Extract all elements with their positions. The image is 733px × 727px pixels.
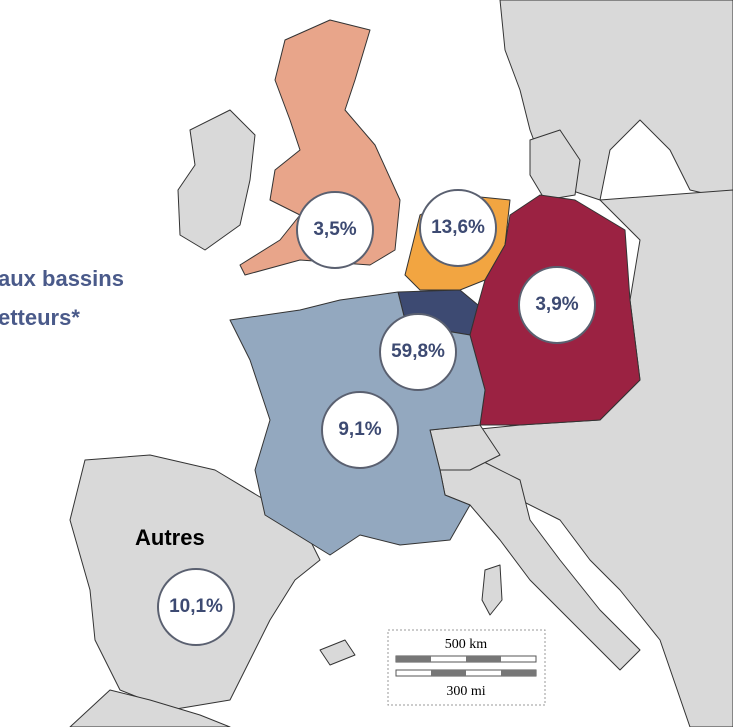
corsica-sardinia [481, 564, 503, 616]
scale-box [387, 629, 546, 706]
label-circle [296, 191, 374, 269]
legend-text: aux bassins [0, 266, 124, 291]
scale-bar-mi-seg [501, 670, 536, 676]
label-circle [379, 313, 457, 391]
scale-bar-km-seg [396, 656, 431, 662]
label-circle [518, 266, 596, 344]
legend-text: etteurs* [0, 305, 80, 330]
region-share: 10,1% [169, 596, 223, 617]
region-share: 3,9% [535, 294, 578, 315]
label-circle [419, 189, 497, 267]
region-share: 59,8% [391, 341, 445, 362]
scale-mi: 300 mi [446, 684, 485, 699]
ireland [177, 109, 256, 251]
region-share: 13,6% [431, 217, 485, 238]
scale-bar-mi-seg [431, 670, 466, 676]
other-label: Autres [135, 525, 205, 550]
italy [439, 459, 641, 671]
label-circle [321, 391, 399, 469]
scale-km: 500 km [445, 637, 488, 652]
balearics [319, 639, 356, 666]
africa [69, 689, 231, 727]
scale-bar-km-seg [466, 656, 501, 662]
region-share: 9,1% [338, 419, 381, 440]
label-circle [157, 568, 235, 646]
region-labels: 3,5% 13,6% 3,9% 59,8% 9,1% 10,1% [157, 189, 596, 646]
region-share: 3,5% [313, 219, 356, 240]
denmark [529, 129, 581, 201]
